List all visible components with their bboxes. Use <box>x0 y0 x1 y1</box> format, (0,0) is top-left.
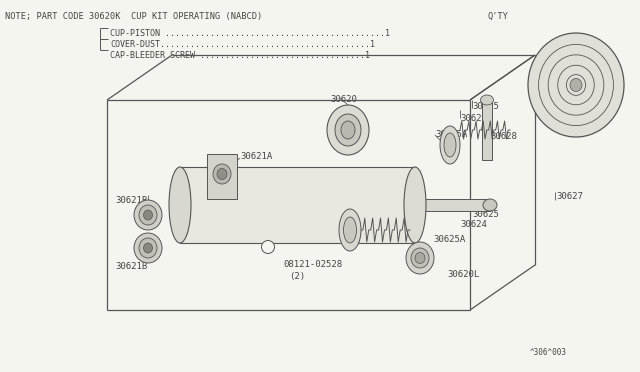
Text: 08121-02528: 08121-02528 <box>283 260 342 269</box>
Ellipse shape <box>143 243 152 253</box>
Text: 30625: 30625 <box>472 102 499 111</box>
Ellipse shape <box>335 114 361 146</box>
Ellipse shape <box>262 241 275 253</box>
Ellipse shape <box>483 199 497 211</box>
Text: 30621B: 30621B <box>115 262 147 271</box>
Ellipse shape <box>415 253 425 263</box>
Bar <box>207 154 237 199</box>
Text: 30620: 30620 <box>330 95 357 104</box>
Ellipse shape <box>570 78 582 92</box>
Ellipse shape <box>213 164 231 184</box>
Text: 30621B: 30621B <box>115 196 147 205</box>
Ellipse shape <box>339 209 361 251</box>
Ellipse shape <box>444 133 456 157</box>
Text: CUP-PISTON ............................................1: CUP-PISTON .............................… <box>110 29 390 38</box>
Text: B: B <box>266 244 270 250</box>
Text: 30620L: 30620L <box>447 270 479 279</box>
Ellipse shape <box>341 121 355 139</box>
Ellipse shape <box>528 33 624 137</box>
Ellipse shape <box>217 169 227 180</box>
Text: NOTE; PART CODE 30620K  CUP KIT OPERATING (NABCD): NOTE; PART CODE 30620K CUP KIT OPERATING… <box>5 12 262 21</box>
Ellipse shape <box>139 238 157 258</box>
Text: 30625A: 30625A <box>435 130 467 139</box>
Text: 30625A: 30625A <box>433 235 465 244</box>
Text: (2): (2) <box>289 272 305 281</box>
Text: CAP-BLEEDER SCREW .................................1: CAP-BLEEDER SCREW ......................… <box>110 51 370 60</box>
Ellipse shape <box>344 217 356 243</box>
Bar <box>415 199 490 211</box>
Text: COVER-DUST..........................................1: COVER-DUST..............................… <box>110 40 375 49</box>
Ellipse shape <box>411 248 429 268</box>
Ellipse shape <box>143 210 152 220</box>
Ellipse shape <box>406 242 434 274</box>
Bar <box>180 167 415 243</box>
Ellipse shape <box>134 200 162 230</box>
Ellipse shape <box>134 233 162 263</box>
Text: 30621A: 30621A <box>240 152 272 161</box>
Ellipse shape <box>440 126 460 164</box>
Bar <box>482 100 492 160</box>
Ellipse shape <box>139 205 157 225</box>
Text: 30628: 30628 <box>490 132 517 141</box>
Text: 30627: 30627 <box>556 192 583 201</box>
Text: ^306^003: ^306^003 <box>530 348 567 357</box>
Ellipse shape <box>327 105 369 155</box>
Ellipse shape <box>481 95 493 105</box>
Text: 30624: 30624 <box>460 114 487 123</box>
Ellipse shape <box>404 167 426 243</box>
Text: 30627: 30627 <box>556 55 583 64</box>
Text: 30625: 30625 <box>472 210 499 219</box>
Text: 30624: 30624 <box>460 220 487 229</box>
Ellipse shape <box>169 167 191 243</box>
Text: Q'TY: Q'TY <box>487 12 508 21</box>
